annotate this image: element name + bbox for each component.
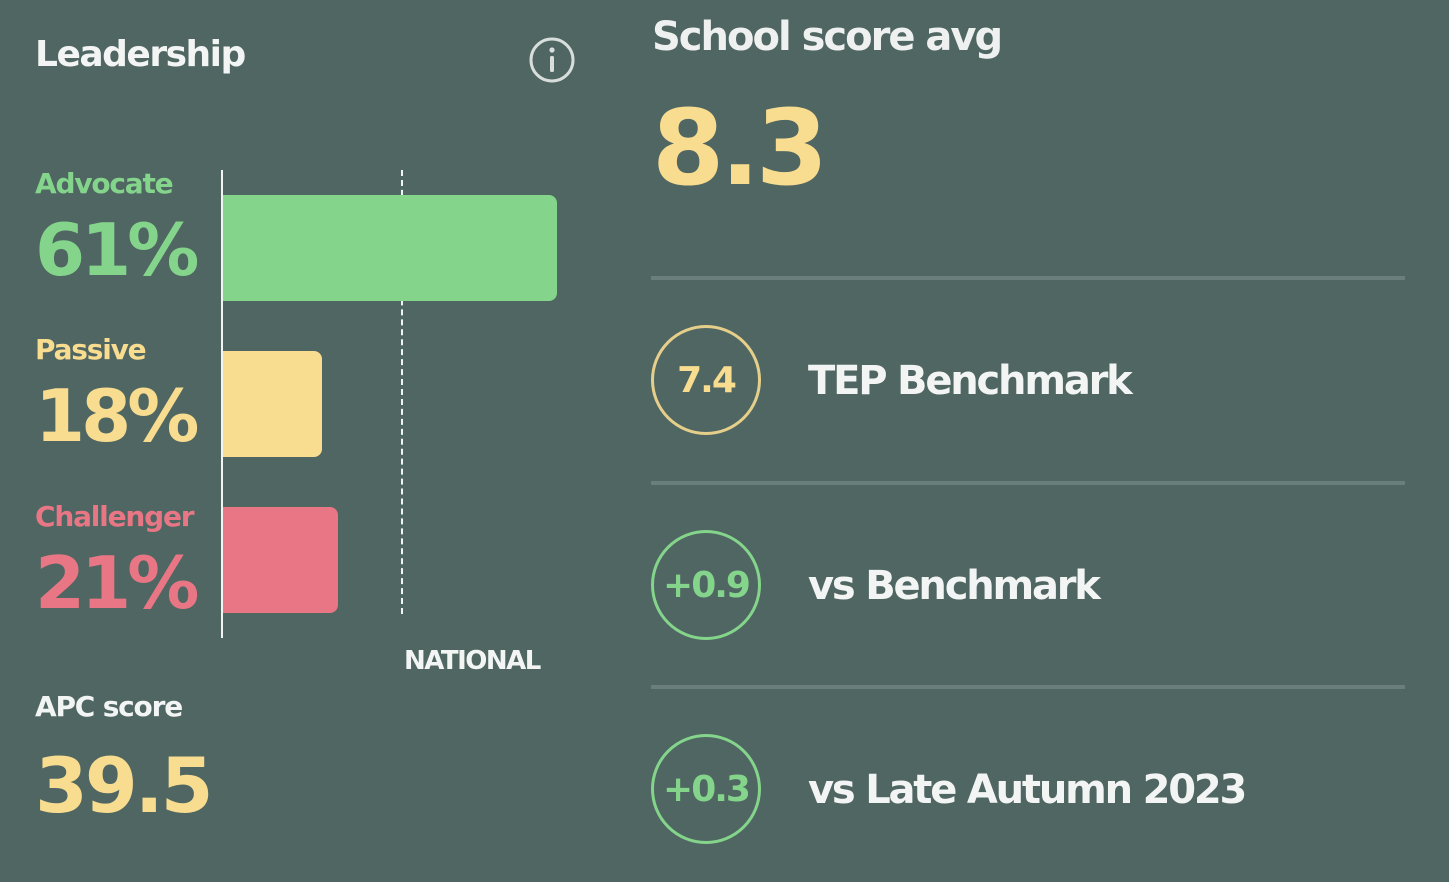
school-score-label: School score avg bbox=[652, 14, 1003, 60]
vs-late-autumn-label: vs Late Autumn 2023 bbox=[808, 767, 1247, 813]
advocate-label: Advocate bbox=[35, 167, 174, 200]
divider bbox=[651, 685, 1405, 689]
vs-benchmark-badge: +0.9 bbox=[651, 530, 761, 640]
divider bbox=[651, 276, 1405, 280]
advocate-percent: 61% bbox=[35, 208, 199, 292]
national-reference-line bbox=[401, 170, 403, 614]
national-label: NATIONAL bbox=[404, 646, 541, 676]
apc-score-value: 39.5 bbox=[35, 741, 214, 830]
tep-benchmark-badge: 7.4 bbox=[651, 325, 761, 435]
school-score-value: 8.3 bbox=[652, 87, 828, 209]
passive-label: Passive bbox=[35, 333, 147, 366]
info-icon[interactable] bbox=[528, 36, 576, 84]
apc-score-label: APC score bbox=[35, 690, 183, 723]
challenger-percent: 21% bbox=[35, 541, 199, 625]
challenger-label: Challenger bbox=[35, 500, 195, 533]
tep-benchmark-label: TEP Benchmark bbox=[808, 358, 1133, 404]
passive-percent: 18% bbox=[35, 374, 199, 458]
advocate-bar bbox=[223, 195, 557, 301]
challenger-bar bbox=[223, 507, 338, 613]
vs-late-autumn-badge: +0.3 bbox=[651, 734, 761, 844]
bar-axis-line bbox=[221, 170, 223, 638]
leadership-title: Leadership bbox=[35, 34, 246, 75]
vs-benchmark-label: vs Benchmark bbox=[808, 563, 1101, 609]
passive-bar bbox=[223, 351, 322, 457]
divider bbox=[651, 481, 1405, 485]
